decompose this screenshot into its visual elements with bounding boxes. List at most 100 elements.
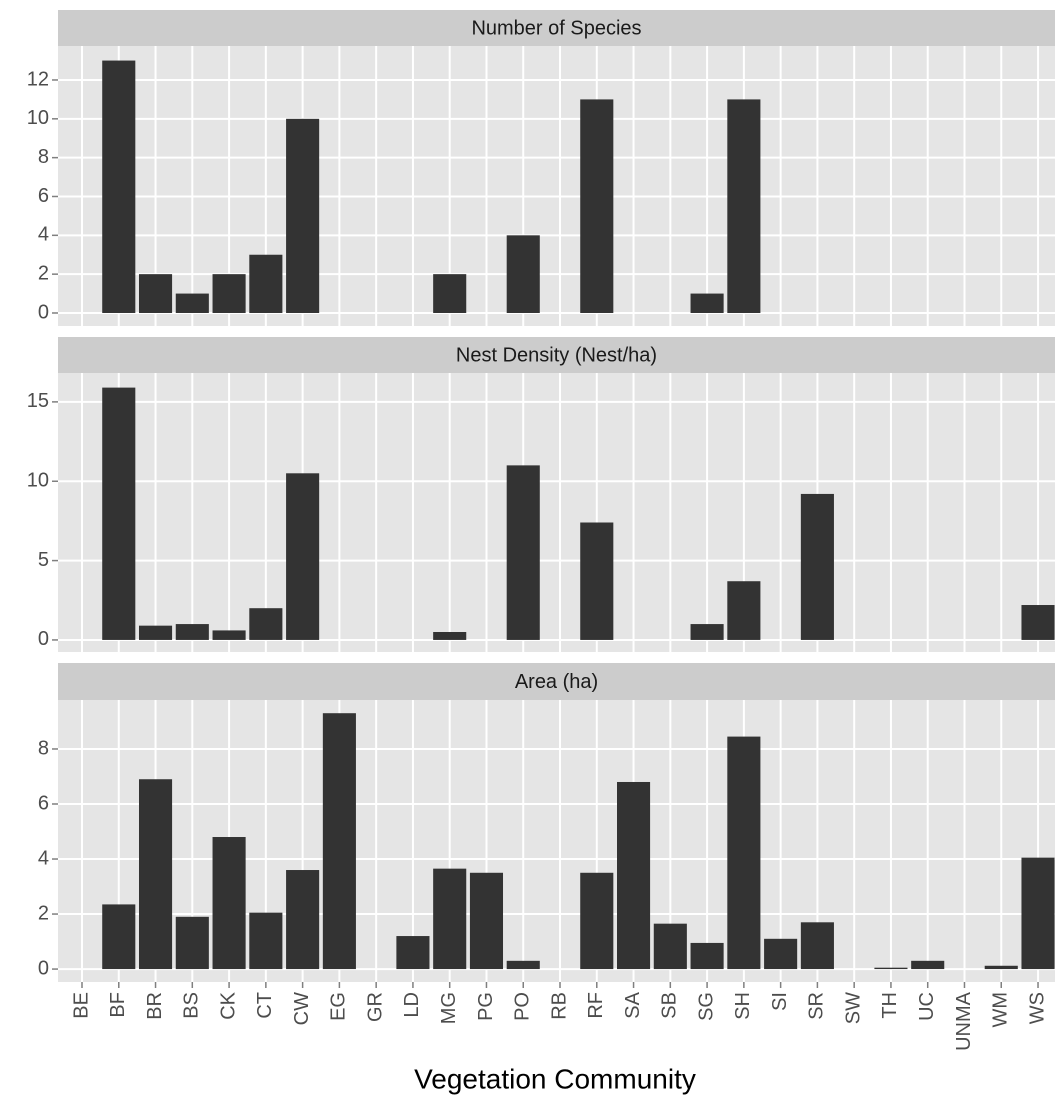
y-tick-label: 2	[38, 262, 49, 284]
x-tick-label: WS	[1026, 992, 1048, 1024]
x-tick-label: SW	[842, 992, 864, 1024]
x-tick-label: CK	[217, 991, 239, 1019]
bar	[249, 254, 283, 313]
y-tick-label: 10	[27, 470, 49, 492]
x-tick-label: RF	[585, 992, 607, 1019]
bar	[727, 736, 761, 970]
y-tick-label: 0	[38, 957, 49, 979]
bar	[286, 870, 320, 970]
bar	[874, 967, 908, 970]
strip	[58, 10, 1055, 46]
x-tick-label: SB	[659, 992, 681, 1019]
strip	[58, 337, 1055, 373]
bar	[286, 118, 320, 313]
y-tick-label: 4	[38, 224, 49, 246]
panel-title: Area (ha)	[515, 671, 598, 693]
bar	[580, 872, 614, 970]
x-tick-label: BF	[107, 992, 129, 1018]
bar	[727, 581, 761, 640]
bar	[727, 99, 761, 313]
x-tick-label: UNMA	[953, 991, 975, 1051]
bar	[322, 713, 356, 970]
x-tick-label: GR	[364, 992, 386, 1022]
y-tick-label: 10	[27, 107, 49, 129]
x-tick-label: CW	[291, 992, 313, 1025]
panel-title: Nest Density (Nest/ha)	[456, 344, 657, 366]
bar	[433, 274, 467, 313]
panel-title: Number of Species	[471, 17, 641, 39]
bar	[433, 632, 467, 640]
bar	[580, 99, 614, 313]
panel-background	[58, 46, 1055, 326]
y-tick-label: 8	[38, 737, 49, 759]
x-tick-label: SR	[806, 992, 828, 1020]
y-tick-label: 8	[38, 146, 49, 168]
bar	[984, 965, 1018, 970]
bar	[800, 493, 834, 640]
x-tick-label: PO	[512, 992, 534, 1021]
bar	[138, 625, 173, 640]
x-tick-label: BS	[181, 992, 203, 1019]
y-tick-label: 0	[38, 628, 49, 650]
y-tick-label: 6	[38, 185, 49, 207]
bar	[690, 942, 724, 970]
bar	[212, 837, 246, 970]
bar	[212, 274, 246, 313]
x-tick-label: LD	[401, 992, 423, 1018]
y-tick-label: 2	[38, 902, 49, 924]
bar	[653, 923, 687, 970]
bar	[102, 60, 136, 313]
panel-background	[58, 373, 1055, 652]
bar	[580, 522, 614, 640]
x-tick-label: BE	[70, 992, 92, 1019]
x-tick-label: SH	[732, 992, 754, 1020]
bar	[175, 624, 209, 640]
bar	[212, 630, 246, 640]
x-tick-label: SG	[695, 992, 717, 1021]
y-tick-label: 5	[38, 549, 49, 571]
x-tick-label: UC	[916, 992, 938, 1021]
bar	[1021, 857, 1055, 970]
x-axis-title: Vegetation Community	[414, 1063, 696, 1094]
y-tick-label: 4	[38, 847, 49, 869]
bar	[433, 868, 467, 970]
x-tick-label: PG	[475, 992, 497, 1021]
y-tick-label: 0	[38, 301, 49, 323]
bar	[138, 779, 173, 970]
x-tick-label: CT	[254, 992, 276, 1019]
bar	[102, 904, 136, 970]
bar	[102, 387, 136, 640]
y-tick-label: 6	[38, 792, 49, 814]
bar	[286, 473, 320, 640]
bar	[249, 608, 283, 640]
y-tick-label: 12	[27, 68, 49, 90]
bar	[175, 293, 209, 313]
x-tick-label: MG	[438, 992, 460, 1024]
bar	[800, 922, 834, 970]
x-tick-label: BR	[144, 992, 166, 1020]
bar	[175, 916, 209, 970]
bar	[1021, 605, 1055, 640]
strip	[58, 663, 1055, 700]
y-tick-label: 15	[27, 390, 49, 412]
bar	[764, 938, 798, 970]
bar	[690, 624, 724, 640]
bar	[506, 465, 540, 640]
x-tick-label: WM	[990, 992, 1012, 1028]
bar	[617, 781, 651, 970]
bar	[469, 872, 504, 970]
bar	[249, 912, 283, 970]
x-tick-label: SI	[769, 992, 791, 1011]
bar	[138, 274, 173, 313]
x-tick-label: RB	[548, 992, 570, 1020]
x-tick-label: EG	[328, 992, 350, 1021]
x-tick-label: TH	[879, 992, 901, 1019]
x-tick-label: SA	[622, 991, 644, 1018]
bar	[911, 960, 945, 970]
bar	[396, 936, 430, 970]
bar	[506, 960, 540, 970]
bar	[506, 235, 540, 313]
bar	[690, 293, 724, 313]
